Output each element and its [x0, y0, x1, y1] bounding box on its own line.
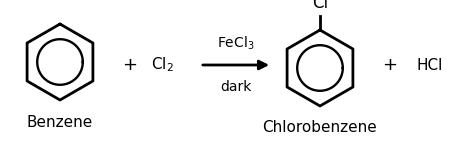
Text: Benzene: Benzene [27, 115, 93, 130]
Text: Chlorobenzene: Chlorobenzene [263, 120, 377, 135]
Text: dark: dark [220, 80, 252, 94]
Text: +: + [383, 56, 398, 74]
Text: HCl: HCl [417, 58, 443, 73]
Text: +: + [122, 56, 137, 74]
Text: Cl$_2$: Cl$_2$ [151, 56, 173, 74]
Text: Cl: Cl [312, 0, 328, 12]
Text: FeCl$_3$: FeCl$_3$ [217, 35, 255, 52]
